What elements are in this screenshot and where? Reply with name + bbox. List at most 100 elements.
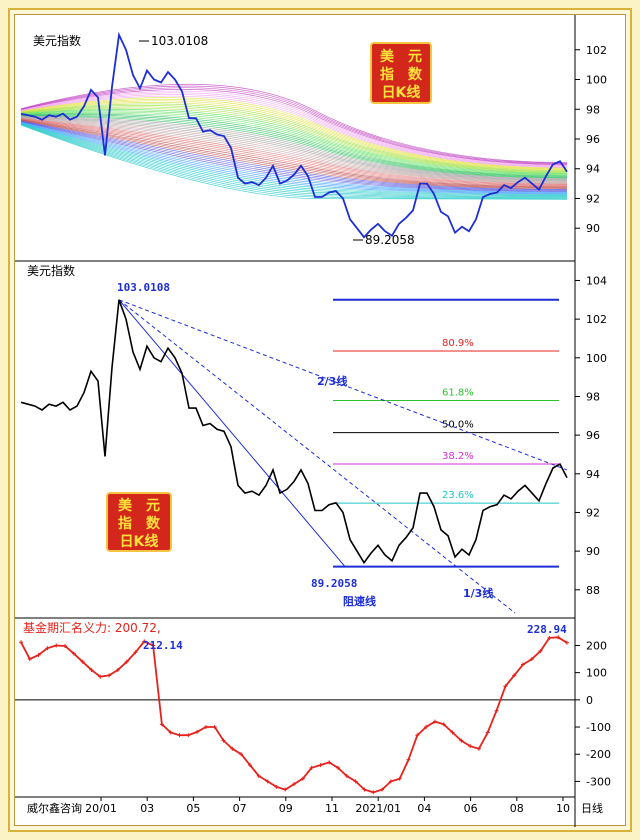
speed-line-two-thirds-label: 2/3线 [317,374,347,388]
badge-middle-line3: 日K线 [120,533,159,550]
badge-top-line2: 指 数 [380,66,423,83]
x-tick-label: 11 [325,802,339,815]
ma-ribbon-line [20,122,568,196]
ma-ribbon-line [20,113,568,177]
ma-ribbon-line [20,116,568,181]
cot-line [20,636,568,794]
x-tick-label: 05 [186,802,200,815]
fib-level-label: 50.0% [442,420,474,431]
top-y-tick-label: 98 [586,103,600,116]
cot-y-tick-label: -100 [586,721,611,734]
ma-ribbon-line [20,107,568,173]
ma-ribbon-line [20,106,568,173]
badge-middle: 美 元 指 数 日K线 [106,492,172,552]
ma-ribbon-line [20,115,568,179]
ma-ribbon-line [20,117,568,185]
panel-top-ma: 102 100 98 96 94 92 90 [20,31,607,239]
mid-y-tick-label: 100 [586,352,607,365]
ma-ribbon-line [20,83,568,163]
mid-y-tick-label: 104 [586,274,607,287]
cot-y-tick-label: -300 [586,775,611,788]
mid-low-label: 89.2058 [311,577,357,590]
top-low-label: 89.2058 [365,233,415,247]
ma-ribbon-line [20,121,568,192]
mid-y-tick-label: 98 [586,390,600,403]
ma-ribbon-line [20,124,568,200]
x-tick-label: 2021/01 [355,802,401,815]
x-tick-label: 03 [140,802,154,815]
speed-line-one-third [118,299,516,614]
ma-ribbon-line [20,116,568,182]
mid-y-tick-label: 90 [586,545,600,558]
badge-middle-line1: 美 元 [118,497,160,514]
cot-y-tick-label: 0 [586,694,593,707]
ma-ribbon-line [20,90,568,166]
ma-ribbon-line [20,97,568,169]
ma-ribbon-line [20,95,568,168]
source-label: 威尔鑫咨询 [27,801,82,815]
ma-ribbon-line [20,92,568,167]
mid-y-tick-label: 102 [586,313,607,326]
badge-top: 美 元 指 数 日K线 [370,42,432,104]
ma-ribbon-line [20,109,568,174]
cot-y-tick-label: -200 [586,748,611,761]
ma-ribbon-line [20,103,568,171]
ma-ribbon-line [20,117,568,184]
ma-ribbon-line [20,87,568,165]
ma-ribbon-line [20,94,568,167]
x-tick-label: 10 [556,802,570,815]
ma-ribbon-line [20,98,568,169]
speed-line-two-thirds [118,299,568,471]
ma-ribbon-line [20,120,568,192]
ma-ribbon-line [20,122,568,195]
fib-level-label: 61.8% [442,388,474,399]
ma-ribbon-line [20,85,568,164]
ma-ribbon-line [20,100,568,170]
badge-top-line1: 美 元 [380,48,422,65]
chart-canvas: 102 100 98 96 94 92 90 80.9% 61.8% 50.0% 38.2% 23.… [14,14,626,827]
panel-middle-fib: 80.9% 61.8% 50.0% 38.2% 23.6% 104 102 100 98 96 94… [20,274,607,614]
x-tick-labels: 20/01 03 05 07 09 11 2021/01 04 06 08 10 [85,797,570,815]
top-y-tick-label: 100 [586,74,607,87]
ma-ribbon-line [20,122,568,194]
x-tick-label: 07 [233,802,247,815]
top-y-tick-label: 94 [586,163,600,176]
fib-level-label: 80.9% [442,338,474,349]
ma-ribbon-line [20,115,568,180]
badge-top-line3: 日K线 [382,84,421,101]
ma-ribbon-line [20,114,568,178]
ma-ribbon-line [20,119,568,189]
fib-level-label: 38.2% [442,451,474,462]
ma-ribbon-line [20,116,568,181]
ma-ribbon-line [20,119,568,190]
middle-panel-title: 美元指数 [27,263,75,278]
badge-middle-line2: 指 数 [118,515,161,532]
speed-line [118,299,346,567]
x-tick-label: 20/01 [85,802,117,815]
ma-ribbon-line [20,123,568,198]
x-tick-label: 08 [510,802,524,815]
cot-first-label: 212.14 [143,639,183,652]
ma-ribbon-line [20,119,568,188]
top-price-line [20,31,568,239]
speed-line-label: 阻速线 [343,594,376,608]
ma-ribbon-line [20,120,568,191]
top-high-label: 103.0108 [151,34,208,48]
ma-ribbon-line [20,114,568,177]
mid-high-label: 103.0108 [117,281,170,294]
ma-ribbon-line [20,118,568,186]
x-tick-label: 04 [417,802,431,815]
cot-y-tick-label: 100 [586,667,607,680]
top-y-tick-label: 102 [586,44,607,57]
ma-ribbon-line [20,102,568,171]
ma-ribbon-line [20,116,568,183]
top-panel-title: 美元指数 [33,33,81,48]
ma-ribbon-line [20,118,568,187]
ma-ribbon-line [20,121,568,194]
ma-ribbon-line [20,112,568,176]
ma-ribbon-line [20,121,568,193]
panel-bottom-cot: 200 100 0 -100 -200 -300 [15,635,611,795]
ma-ribbon-line [20,89,568,165]
middle-price-line [20,299,568,565]
